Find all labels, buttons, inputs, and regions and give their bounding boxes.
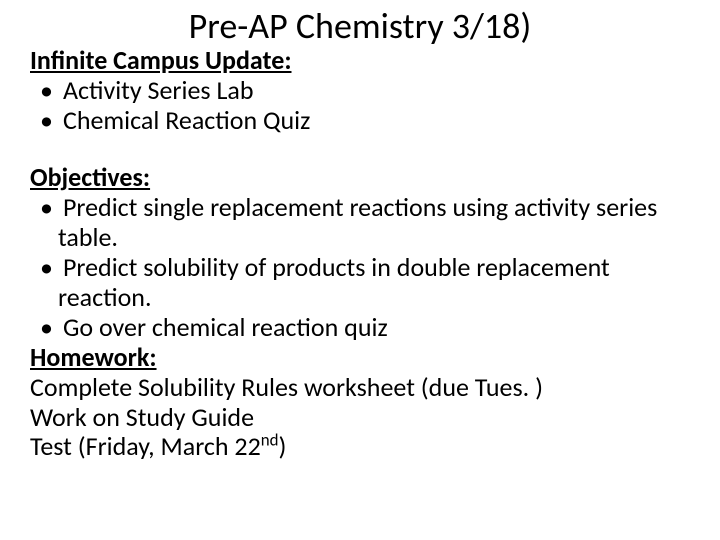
list-item: Go over chemical reaction quiz	[30, 313, 690, 343]
homework-line: Work on Study Guide	[30, 403, 690, 433]
objectives-list: Predict single replacement reactions usi…	[30, 193, 690, 342]
list-item: Predict solubility of products in double…	[30, 253, 690, 313]
slide-title: Pre-AP Chemistry 3/18)	[30, 8, 690, 46]
homework-line: Complete Solubility Rules worksheet (due…	[30, 373, 690, 403]
test-ordinal: nd	[261, 430, 279, 451]
homework-test-line: Test (Friday, March 22nd)	[30, 432, 690, 462]
list-item: Activity Series Lab	[30, 76, 690, 106]
test-prefix: Test (Friday, March 22	[30, 430, 261, 462]
update-list: Activity Series Lab Chemical Reaction Qu…	[30, 76, 690, 136]
slide: Pre-AP Chemistry 3/18) Infinite Campus U…	[0, 0, 720, 540]
homework-heading: Homework:	[30, 343, 690, 373]
list-item: Predict single replacement reactions usi…	[30, 193, 690, 253]
spacer	[30, 135, 690, 163]
list-item: Chemical Reaction Quiz	[30, 106, 690, 136]
update-heading: Infinite Campus Update:	[30, 46, 690, 76]
test-suffix: )	[279, 430, 287, 462]
objectives-heading: Objectives:	[30, 163, 690, 193]
